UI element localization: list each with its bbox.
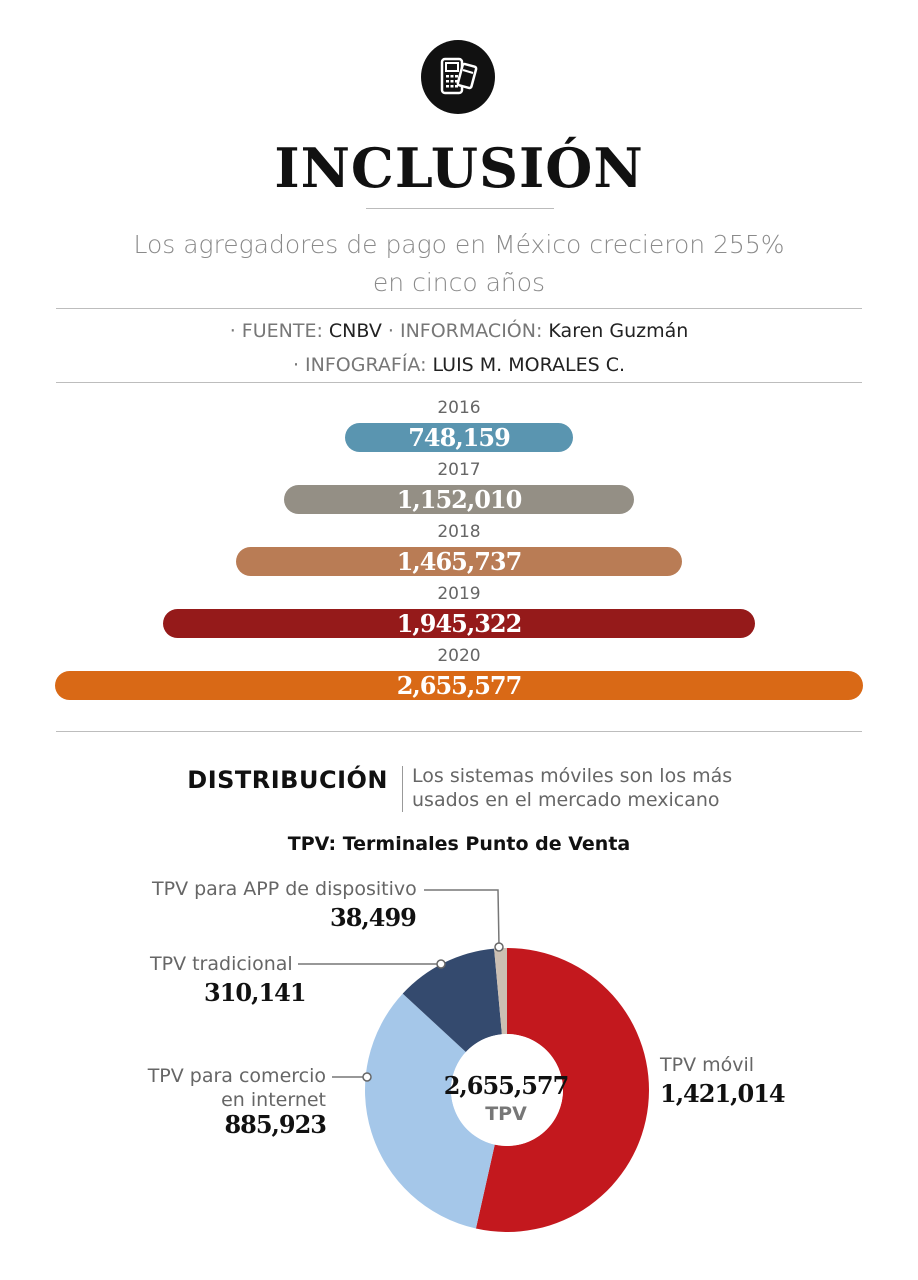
section-description-line-1: Los sistemas móviles son los más bbox=[412, 765, 733, 787]
slice-value-app: 38,499 bbox=[330, 903, 417, 932]
section-separator bbox=[402, 766, 403, 812]
infografia-value: LUIS M. MORALES C. bbox=[432, 354, 626, 376]
divider bbox=[56, 382, 862, 383]
donut-center-label: TPV bbox=[485, 1103, 527, 1125]
bar-year-label: 2020 bbox=[437, 646, 481, 666]
donut-slice bbox=[475, 948, 650, 1232]
slice-label-internet-line-2: en internet bbox=[221, 1089, 326, 1111]
leader-dot bbox=[436, 959, 446, 969]
subtitle-line-1: Los agregadores de pago en México crecie… bbox=[133, 230, 785, 259]
bar-year-label: 2019 bbox=[437, 584, 481, 604]
donut-slice bbox=[402, 948, 502, 1052]
bar bbox=[236, 547, 682, 576]
donut-hole bbox=[451, 1034, 563, 1146]
slice-label-app: TPV para APP de dispositivo bbox=[152, 878, 417, 900]
section-description: Los sistemas móviles son los más usados … bbox=[412, 764, 792, 812]
leader-dot bbox=[494, 942, 504, 952]
subtitle-line-2: en cinco años bbox=[372, 268, 546, 297]
title-divider bbox=[366, 208, 554, 209]
bar-year-label: 2017 bbox=[437, 460, 481, 480]
bar-value-label: 2,655,577 bbox=[396, 671, 523, 700]
slice-label-internet-line-1: TPV para comercio bbox=[147, 1065, 326, 1087]
slice-label-movil: TPV móvil bbox=[660, 1054, 755, 1076]
bar-value-label: 1,945,322 bbox=[396, 609, 523, 638]
info-value: Karen Guzmán bbox=[548, 320, 689, 342]
donut-slice bbox=[494, 948, 507, 1035]
credits-line-2: · INFOGRAFÍA: LUIS M. MORALES C. bbox=[0, 351, 918, 379]
section-title: DISTRIBUCIÓN bbox=[187, 766, 388, 794]
chart-subtitle: TPV: Terminales Punto de Venta bbox=[287, 833, 631, 855]
bar-value-label: 1,465,737 bbox=[396, 547, 523, 576]
divider bbox=[56, 308, 862, 309]
bar bbox=[283, 485, 635, 514]
slice-label-tradicional: TPV tradicional bbox=[150, 953, 293, 975]
donut-center-value: 2,655,577 bbox=[443, 1071, 570, 1100]
leader-dot bbox=[362, 1072, 372, 1082]
bar bbox=[345, 423, 573, 452]
bar-year-label: 2018 bbox=[437, 522, 481, 542]
credits-line-1: · FUENTE: CNBV · INFORMACIÓN: Karen Guzm… bbox=[0, 317, 918, 345]
leader-line bbox=[424, 889, 500, 947]
fuente-value: CNBV bbox=[328, 320, 382, 342]
slice-label-internet: TPV para comercio en internet bbox=[100, 1064, 326, 1112]
slice-value-movil: 1,421,014 bbox=[660, 1079, 786, 1108]
infografia-label: · INFOGRAFÍA: bbox=[292, 354, 427, 376]
slice-value-internet: 885,923 bbox=[224, 1110, 327, 1139]
info-label: · INFORMACIÓN: bbox=[387, 320, 543, 342]
slice-value-tradicional: 310,141 bbox=[204, 978, 307, 1007]
page-title: INCLUSIÓN bbox=[274, 136, 644, 200]
bar-value-label: 748,159 bbox=[408, 423, 511, 452]
bar bbox=[163, 609, 755, 638]
divider bbox=[56, 731, 862, 732]
bar bbox=[55, 671, 863, 700]
pos-terminal-icon bbox=[421, 40, 495, 114]
fuente-label: · FUENTE: bbox=[229, 320, 323, 342]
bar-value-label: 1,152,010 bbox=[396, 485, 523, 514]
donut-slice bbox=[365, 993, 495, 1229]
section-description-line-2: usados en el mercado mexicano bbox=[412, 789, 720, 811]
bar-year-label: 2016 bbox=[437, 398, 481, 418]
